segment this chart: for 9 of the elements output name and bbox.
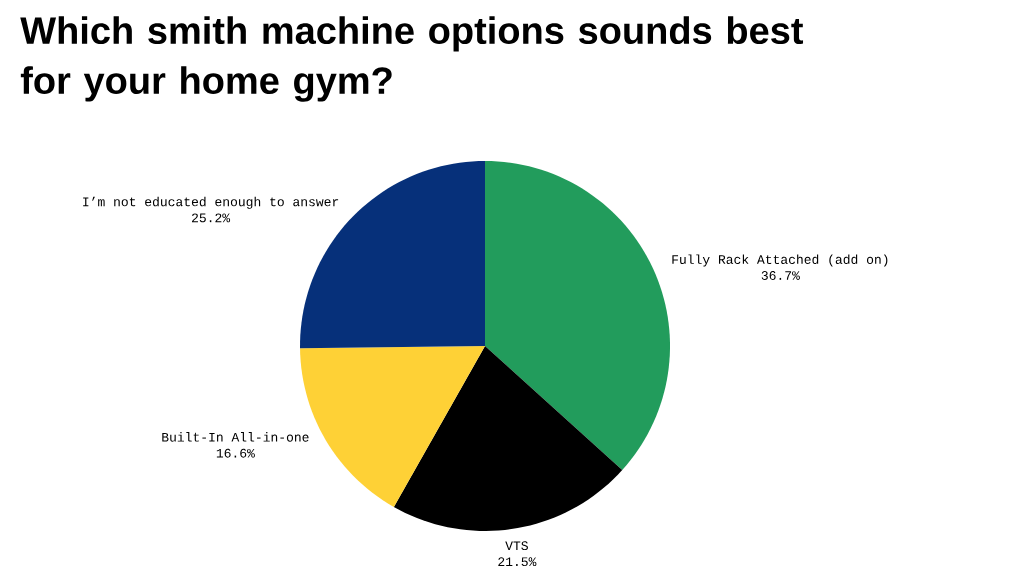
chart-title: Which smith machine options sounds best for your home gym?	[20, 16, 804, 102]
data-label: 25.2%	[192, 213, 231, 223]
slice-label: Built-In All-in-one	[162, 432, 309, 442]
data-label: 16.6%	[216, 448, 255, 458]
slice-label: I’m not educated enough to answer	[83, 196, 339, 209]
slice-label: VTS	[505, 541, 528, 551]
data-label: 21.5%	[498, 557, 537, 567]
slice-label: Fully Rack Attached (add on)	[672, 254, 888, 267]
data-label: 36.7%	[761, 271, 800, 280]
